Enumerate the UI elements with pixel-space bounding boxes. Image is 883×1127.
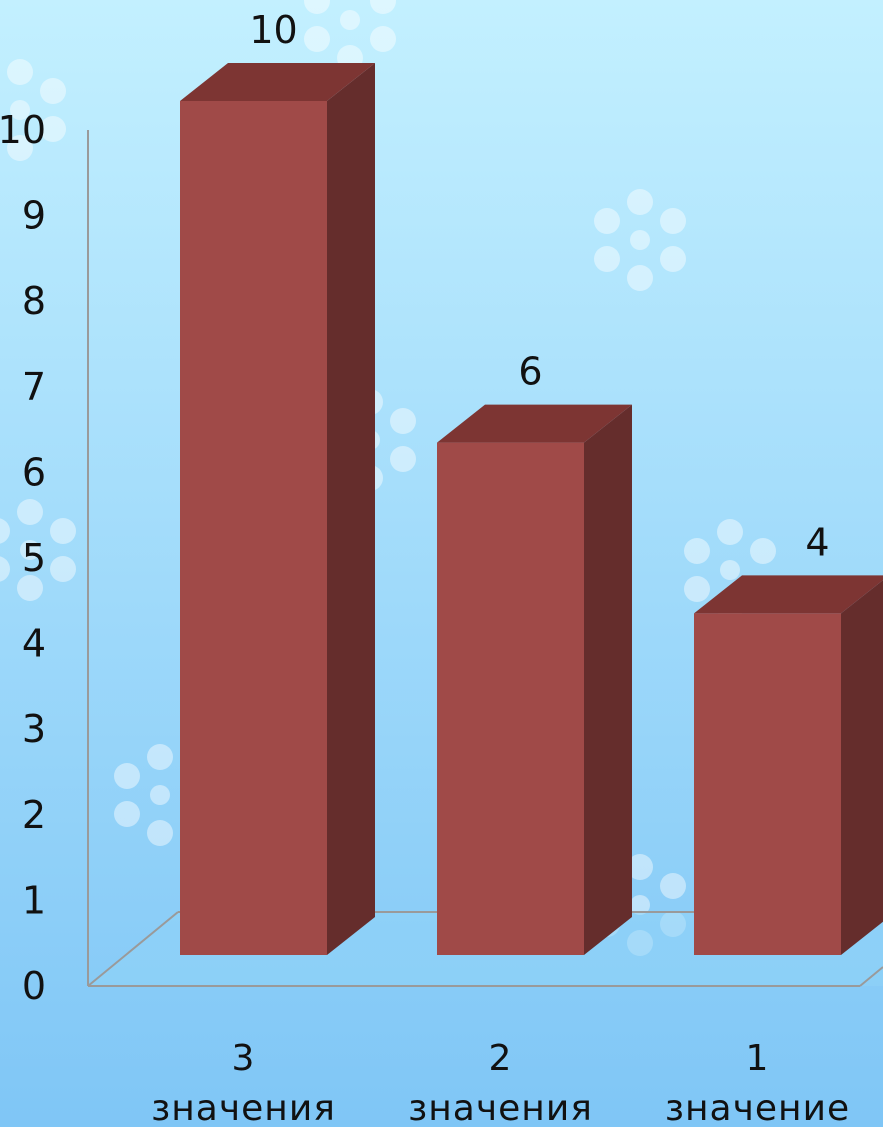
bar-front [694, 613, 841, 955]
bar [437, 404, 632, 956]
y-tick-label: 5 [22, 536, 46, 580]
y-tick-label: 1 [22, 878, 46, 922]
data-label: 6 [518, 350, 542, 394]
bar-top [694, 575, 883, 614]
y-tick-label: 2 [22, 793, 46, 837]
bar [180, 63, 375, 955]
y-tick-label: 10 [0, 108, 46, 152]
x-category-label: 2 значения [408, 1038, 593, 1127]
x-category-label: 3 значения [151, 1038, 336, 1127]
y-tick-label: 4 [22, 622, 46, 666]
bars [180, 63, 883, 956]
y-tick-label: 9 [22, 194, 46, 238]
bar-side [327, 63, 375, 955]
data-label: 10 [249, 8, 297, 52]
y-tick-label: 8 [22, 279, 46, 323]
y-axis: 0 1 2 3 4 5 6 7 8 9 10 [0, 108, 89, 1008]
labels: 10 3 значения 6 2 значения 4 1 значение [151, 8, 850, 1127]
bar-top [437, 404, 632, 443]
bar-side [841, 580, 883, 955]
x-category-label: 1 значение [665, 1038, 850, 1127]
y-tick-label: 0 [22, 964, 46, 1008]
bar-top [180, 63, 375, 101]
y-tick-label: 3 [22, 707, 46, 751]
bar-side [584, 404, 632, 956]
y-tick-label: 6 [22, 450, 46, 494]
y-tick-label: 7 [22, 365, 46, 409]
bar [694, 575, 883, 955]
data-label: 4 [805, 520, 829, 564]
bar-front [180, 101, 327, 955]
bar-front [437, 442, 584, 956]
